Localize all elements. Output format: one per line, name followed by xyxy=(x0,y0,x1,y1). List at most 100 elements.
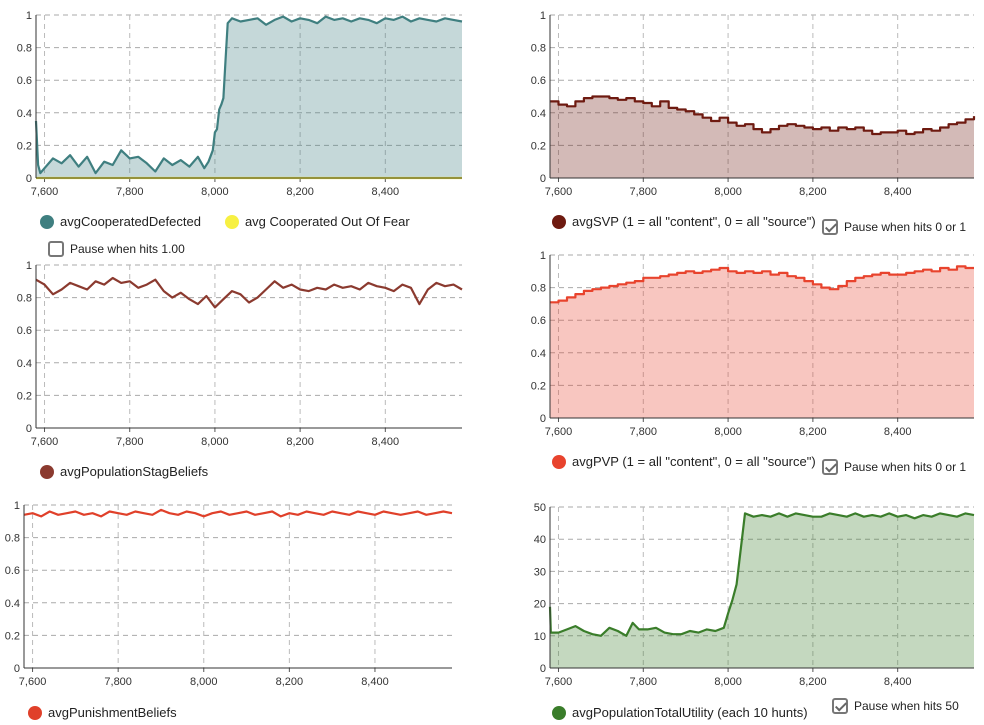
x-tick-label: 7,600 xyxy=(545,426,573,438)
y-tick-label: 0.4 xyxy=(17,108,32,120)
legend: avgSVP (1 = all "content", 0 = all "sour… xyxy=(552,214,816,229)
y-tick-label: 0 xyxy=(26,423,32,435)
x-tick-label: 8,000 xyxy=(714,676,742,688)
y-tick-label: 0.4 xyxy=(17,358,32,370)
x-tick-label: 8,400 xyxy=(372,186,400,198)
y-tick-label: 0.6 xyxy=(531,315,546,327)
legend-label: avgPopulationTotalUtility (each 10 hunts… xyxy=(572,705,808,720)
legend-label: avgCooperatedDefected xyxy=(60,214,201,229)
pause-checkbox[interactable] xyxy=(48,241,64,257)
y-tick-label: 0.2 xyxy=(531,140,546,152)
legend-swatch xyxy=(28,705,42,720)
x-tick-label: 7,800 xyxy=(630,676,658,688)
y-tick-label: 1 xyxy=(26,260,32,272)
pause-toggle[interactable]: Pause when hits 0 or 1 xyxy=(822,459,966,475)
pause-checkbox[interactable] xyxy=(822,459,838,475)
series-line xyxy=(23,508,453,518)
y-tick-label: 0 xyxy=(14,663,20,675)
x-tick-label: 7,800 xyxy=(104,676,132,688)
pause-label: Pause when hits 50 xyxy=(854,699,959,713)
x-tick-label: 8,400 xyxy=(361,676,389,688)
y-tick-label: 30 xyxy=(534,566,546,578)
legend: avgPopulationTotalUtility (each 10 hunts… xyxy=(552,705,808,720)
legend-label: avgPVP (1 = all "content", 0 = all "sour… xyxy=(572,454,816,469)
legend-label: avgPopulationStagBeliefs xyxy=(60,464,209,479)
legend-label: avgPunishmentBeliefs xyxy=(48,705,177,720)
legend-swatch xyxy=(40,214,54,229)
series-line xyxy=(550,95,976,136)
x-tick-label: 8,400 xyxy=(884,426,912,438)
legend-swatch xyxy=(552,454,566,469)
chart-panel-stag-beliefs: 0 0.2 0.4 0.6 0.8 1 7,600 7,800 8,000 8,200 8,400 … xyxy=(0,250,480,490)
x-tick-label: 7,800 xyxy=(630,186,658,198)
legend: avgPopulationStagBeliefs xyxy=(40,464,208,479)
y-tick-label: 0.6 xyxy=(17,325,32,337)
pause-toggle[interactable]: Pause when hits 1.00 xyxy=(48,241,185,257)
y-tick-label: 10 xyxy=(534,631,546,643)
y-tick-label: 0.8 xyxy=(17,293,32,305)
y-tick-label: 0.6 xyxy=(17,75,32,87)
x-tick-label: 8,200 xyxy=(276,676,304,688)
y-tick-label: 0.2 xyxy=(17,140,32,152)
legend-swatch xyxy=(40,464,54,479)
series-line xyxy=(548,512,975,637)
x-tick-label: 8,200 xyxy=(799,186,827,198)
pause-toggle[interactable]: Pause when hits 0 or 1 xyxy=(822,219,966,235)
y-tick-label: 0.8 xyxy=(17,43,32,55)
chart-cooperated-defected: 0 0.2 0.4 0.6 0.8 1 7,600 7,800 8,000 8,200 8,400 xyxy=(17,10,463,198)
y-tick-label: 20 xyxy=(534,599,546,611)
chart-panel-punishment-beliefs: 0 0.2 0.4 0.6 0.8 1 7,600 7,800 8,000 8,200 8,400 … xyxy=(0,490,480,725)
x-tick-label: 7,600 xyxy=(19,676,47,688)
y-tick-label: 0.8 xyxy=(531,43,546,55)
x-tick-label: 7,600 xyxy=(31,436,59,448)
chart-punishment-beliefs: 0 0.2 0.4 0.6 0.8 1 7,600 7,800 8,000 8,200 8,400 xyxy=(5,500,453,688)
series-area xyxy=(550,513,974,668)
legend: avgCooperatedDefected avg Cooperated Out… xyxy=(40,214,410,229)
x-tick-label: 8,200 xyxy=(286,186,314,198)
series-line xyxy=(550,265,974,304)
legend-swatch xyxy=(224,214,239,229)
x-tick-label: 8,400 xyxy=(884,186,912,198)
x-tick-label: 8,200 xyxy=(799,676,827,688)
x-tick-label: 7,800 xyxy=(116,436,144,448)
y-tick-label: 0.2 xyxy=(17,390,32,402)
x-tick-label: 8,000 xyxy=(714,426,742,438)
y-tick-label: 0.2 xyxy=(5,630,20,642)
legend-label: avgSVP (1 = all "content", 0 = all "sour… xyxy=(572,214,816,229)
y-tick-label: 0 xyxy=(540,663,546,675)
y-tick-label: 0.4 xyxy=(531,348,546,360)
legend-label: avg Cooperated Out Of Fear xyxy=(244,214,410,229)
y-tick-label: 0.8 xyxy=(531,283,546,295)
series-area xyxy=(550,96,974,178)
y-tick-label: 0 xyxy=(26,173,32,185)
series-area xyxy=(550,266,974,418)
pause-checkbox[interactable] xyxy=(822,219,838,235)
legend-swatch xyxy=(552,705,566,720)
x-tick-label: 8,400 xyxy=(372,436,400,448)
x-tick-label: 7,600 xyxy=(545,676,573,688)
y-tick-label: 0.2 xyxy=(531,380,546,392)
x-tick-label: 8,000 xyxy=(714,186,742,198)
pause-label: Pause when hits 0 or 1 xyxy=(844,220,967,234)
y-tick-label: 0.4 xyxy=(5,598,20,610)
x-tick-label: 8,200 xyxy=(799,426,827,438)
series-line xyxy=(34,15,463,175)
y-tick-label: 40 xyxy=(534,534,546,546)
pause-checkbox[interactable] xyxy=(832,698,848,714)
chart-panel-svp: 0 0.2 0.4 0.6 0.8 1 7,600 7,800 8,000 8,200 8,400 … xyxy=(500,0,984,245)
legend: avgPVP (1 = all "content", 0 = all "sour… xyxy=(552,454,816,469)
legend: avgPunishmentBeliefs xyxy=(28,705,177,720)
x-tick-label: 8,000 xyxy=(190,676,218,688)
x-tick-label: 7,600 xyxy=(545,186,573,198)
series-line xyxy=(35,276,463,309)
x-tick-label: 7,800 xyxy=(630,426,658,438)
chart-total-utility: 0 10 20 30 40 50 7,600 7,800 8,000 8,200 8,400 xyxy=(534,502,975,688)
pause-label: Pause when hits 1.00 xyxy=(70,242,185,256)
y-tick-label: 1 xyxy=(26,10,32,22)
x-tick-label: 8,400 xyxy=(884,676,912,688)
x-tick-label: 8,000 xyxy=(201,436,229,448)
pause-toggle[interactable]: Pause when hits 50 xyxy=(832,698,959,714)
x-tick-label: 8,000 xyxy=(201,186,229,198)
chart-panel-pvp: 0 0.2 0.4 0.6 0.8 1 7,600 7,800 8,000 8,200 8,400 … xyxy=(500,240,984,485)
y-tick-label: 1 xyxy=(540,10,546,22)
